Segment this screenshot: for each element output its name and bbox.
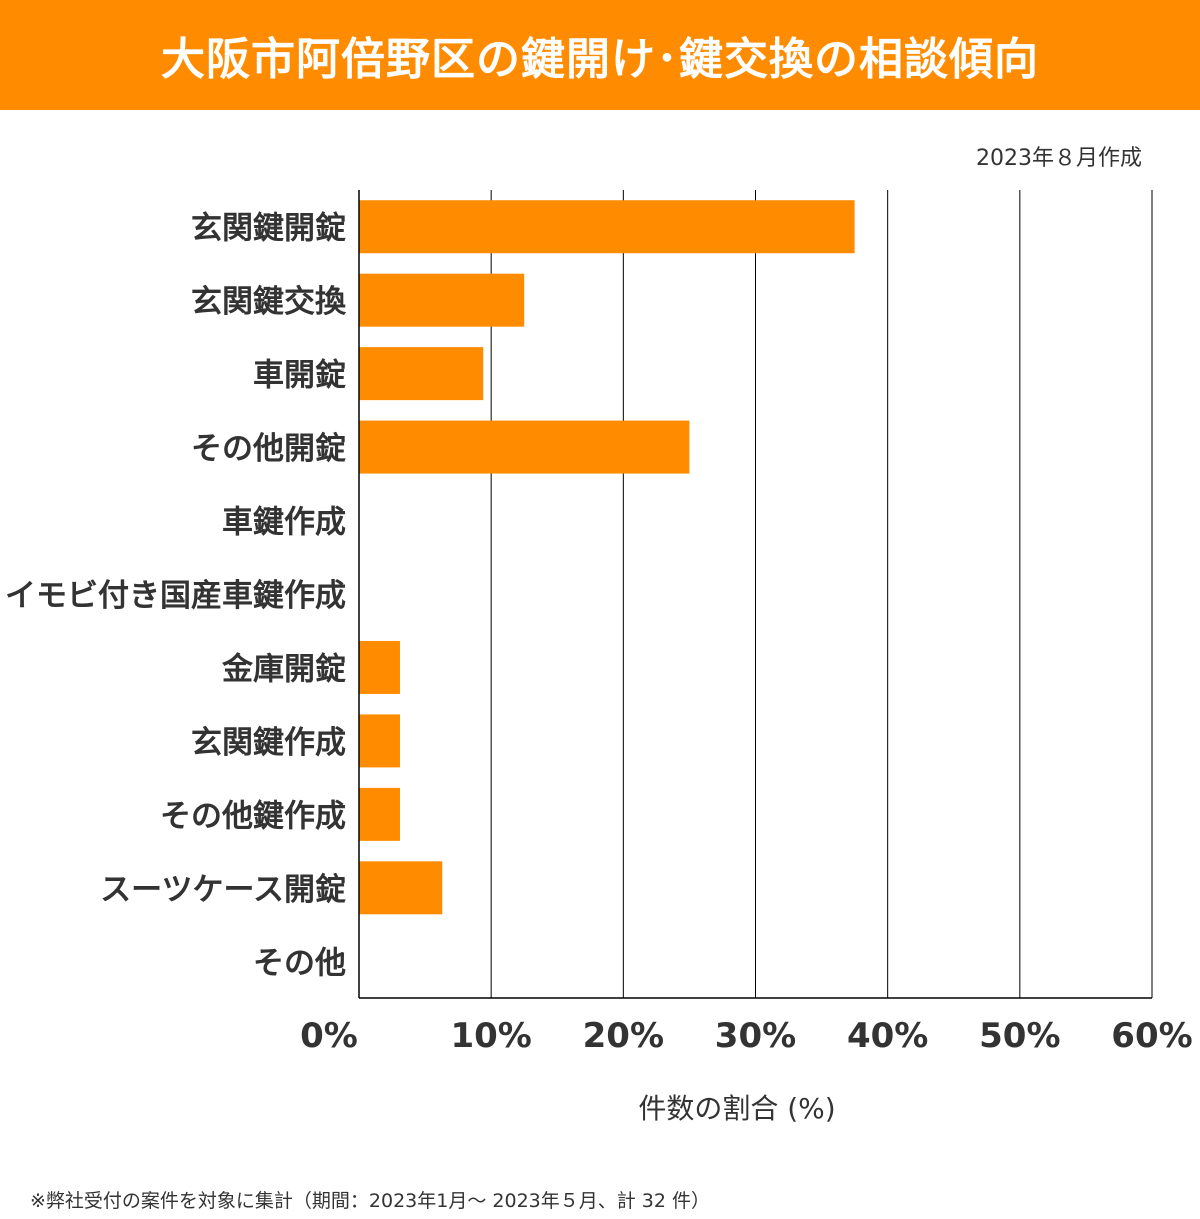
bar (359, 787, 400, 841)
bar (359, 640, 400, 694)
category-label: その他開錠 (191, 431, 346, 467)
bar (359, 273, 525, 327)
bar (359, 347, 484, 401)
footnote: ※弊社受付の案件を対象に集計（期間：2023年1月～ 2023年５月、計 32 … (30, 1190, 711, 1212)
bar (359, 861, 443, 915)
x-tick-label: 50% (979, 1016, 1060, 1056)
category-label: 玄関鍵交換 (191, 284, 347, 320)
category-label: 車開錠 (253, 358, 346, 394)
category-label: 玄関鍵開錠 (191, 211, 346, 247)
x-axis-label: 件数の割合 (%) (638, 1092, 835, 1125)
x-tick-label: 20% (583, 1016, 664, 1056)
bar (359, 200, 855, 254)
title-bar: 大阪市阿倍野区の鍵開け･鍵交換の相談傾向 (0, 0, 1200, 110)
category-label: 玄関鍵作成 (191, 725, 346, 761)
x-tick-label: 0% (300, 1016, 358, 1056)
category-label: 金庫開錠 (221, 651, 346, 687)
x-tick-label: 40% (847, 1016, 928, 1056)
category-label: 車鍵作成 (222, 505, 346, 541)
category-label: その他 (253, 945, 346, 981)
chart-title: 大阪市阿倍野区の鍵開け･鍵交換の相談傾向 (161, 34, 1039, 85)
bar (359, 420, 690, 474)
category-label: イモビ付き国産車鍵作成 (5, 578, 346, 614)
x-tick-label: 60% (1111, 1016, 1192, 1056)
category-label: スーツケース開錠 (100, 872, 346, 908)
date-note: 2023年８月作成 (976, 146, 1142, 171)
category-label: その他鍵作成 (160, 798, 346, 834)
x-tick-label: 10% (450, 1016, 531, 1056)
x-tick-label: 30% (715, 1016, 796, 1056)
bar (359, 714, 400, 768)
